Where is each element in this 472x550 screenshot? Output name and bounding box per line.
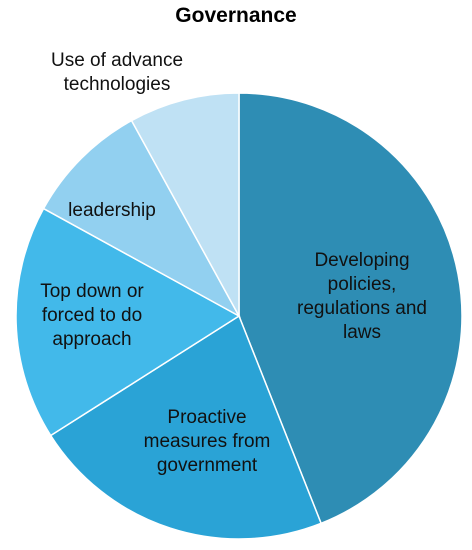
slice-label: leadership	[68, 200, 156, 221]
pie-slice	[49, 314, 323, 540]
slice-label: Proactive measures from government	[143, 407, 271, 476]
pie-slice	[42, 119, 241, 318]
slice-label: Top down or forced to do approach	[40, 281, 144, 350]
pie-slice	[130, 92, 240, 317]
pie-slice	[238, 92, 463, 525]
slice-label: Use of advance technologies	[50, 50, 184, 95]
pie-slice	[15, 207, 241, 437]
slice-label: Developing policies, regulations and law…	[297, 250, 427, 343]
chart-title: Governance	[175, 4, 297, 27]
